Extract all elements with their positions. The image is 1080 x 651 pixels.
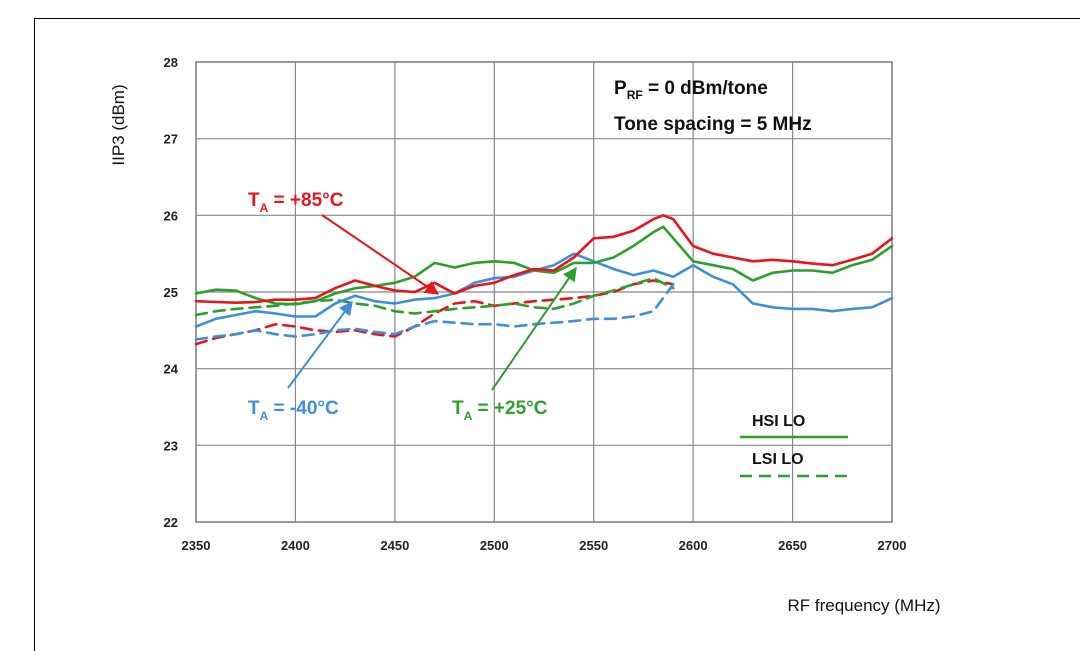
x-tick-label: 2600 — [679, 538, 708, 553]
x-tick-label: 2400 — [281, 538, 310, 553]
x-tick-label: 2500 — [480, 538, 509, 553]
power-symbol: P — [614, 78, 627, 99]
x-tick-label: 2550 — [579, 538, 608, 553]
t-symbol: T — [248, 398, 260, 419]
t-symbol: T — [248, 190, 260, 211]
x-tick-label: 2350 — [182, 538, 211, 553]
legend: HSI LO LSI LO — [740, 413, 848, 478]
tone-spacing: Tone spacing = 5 MHz — [614, 114, 812, 135]
y-tick-label: 23 — [164, 438, 178, 453]
t-symbol: T — [452, 398, 464, 419]
t-subscript: A — [464, 409, 473, 423]
label-plus25: TA = +25°C — [452, 398, 548, 423]
t-value: = +85°C — [268, 190, 343, 211]
y-tick-label: 27 — [164, 132, 178, 147]
annotation-arrows — [287, 214, 577, 391]
x-tick-label: 2700 — [878, 538, 907, 553]
series-lsi-plus85 — [194, 279, 675, 346]
y-tick-label: 26 — [164, 208, 178, 223]
series-hsi-plus25 — [194, 225, 894, 306]
t-subscript: A — [260, 409, 269, 423]
power-condition: PRF = 0 dBm/tone — [614, 78, 768, 102]
t-value: = -40°C — [268, 398, 339, 419]
y-tick-label: 22 — [164, 515, 178, 530]
x-tick-label: 2650 — [778, 538, 807, 553]
t-subscript: A — [260, 201, 269, 215]
y-axis-label: IIP3 (dBm) — [109, 84, 128, 165]
power-value: = 0 dBm/tone — [643, 78, 768, 99]
series-lines — [194, 214, 894, 346]
power-subscript: RF — [627, 88, 643, 102]
figure-frame — [34, 18, 1080, 651]
arrow-plus85 — [321, 214, 440, 295]
grid — [195, 61, 893, 523]
tick-labels: 2350 2400 2450 2500 2550 2600 2650 2700 22 23 24 25… — [164, 55, 907, 553]
t-value: = +25°C — [472, 398, 547, 419]
temperature-labels: TA = +85°C TA = -40°C TA = +25°C — [248, 190, 548, 423]
label-minus40: TA = -40°C — [248, 398, 339, 423]
arrow-minus40 — [287, 300, 353, 389]
x-axis-label: RF frequency (MHz) — [787, 596, 940, 615]
y-tick-label: 24 — [164, 362, 179, 377]
series-lsi-plus25 — [194, 276, 675, 317]
y-tick-label: 28 — [164, 55, 178, 70]
measurement-conditions: PRF = 0 dBm/tone Tone spacing = 5 MHz — [614, 78, 812, 135]
series-hsi-plus85 — [194, 214, 894, 305]
y-tick-label: 25 — [164, 285, 178, 300]
legend-label-hsi: HSI LO — [752, 413, 805, 430]
label-plus85: TA = +85°C — [248, 190, 344, 215]
series-lsi-minus40 — [194, 282, 675, 341]
legend-label-lsi: LSI LO — [752, 451, 804, 468]
series-hsi-minus40 — [194, 252, 894, 328]
arrow-plus25 — [491, 266, 577, 391]
x-tick-label: 2450 — [380, 538, 409, 553]
